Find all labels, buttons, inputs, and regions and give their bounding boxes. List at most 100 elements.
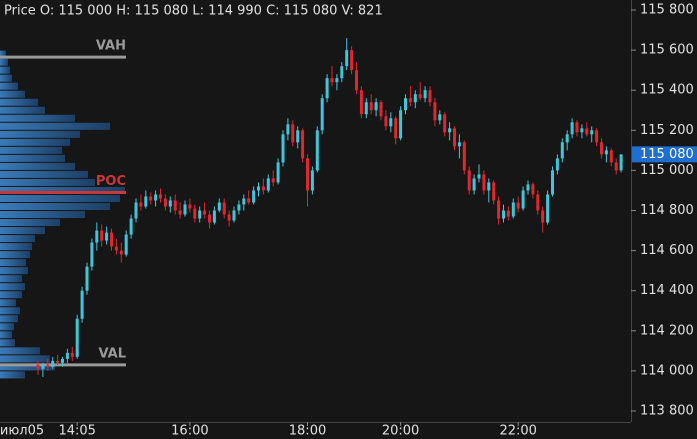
candle-body (521, 190, 525, 209)
candle-body (124, 234, 128, 255)
candle-body (291, 124, 295, 143)
profile-bar (0, 138, 70, 146)
candle-body (41, 364, 45, 369)
candle-body (188, 204, 192, 209)
candle-body (516, 202, 520, 209)
ohlc-header: Price O: 115 000 H: 115 080 L: 114 990 C… (4, 4, 383, 19)
candle-body (369, 102, 373, 111)
candle-body (252, 190, 256, 203)
candle-body (139, 202, 143, 207)
level-label: VAH (96, 39, 126, 54)
candle-body (183, 204, 187, 215)
candle-body (154, 194, 158, 201)
profile-bar (0, 299, 16, 307)
candle-body (271, 178, 275, 183)
profile-bar (0, 74, 12, 82)
candle-body (374, 102, 378, 111)
x-tick-label: 14:05 (58, 424, 95, 439)
candle-body (565, 134, 569, 143)
candle-body (144, 196, 148, 207)
candle-body (619, 154, 623, 171)
profile-bar (0, 66, 10, 74)
level-label: VAL (98, 346, 126, 361)
profile-bar (0, 90, 25, 98)
candle-body (46, 364, 50, 367)
candle-body (325, 78, 329, 99)
candle-body (345, 50, 349, 67)
profile-bar (0, 50, 6, 58)
profile-bar (0, 315, 18, 323)
candle-body (379, 102, 383, 117)
candle-body (296, 130, 300, 143)
candle-body (585, 128, 589, 135)
profile-bar (0, 339, 15, 347)
profile-bar (0, 227, 45, 235)
candle-body (492, 182, 496, 201)
candle-body (462, 142, 466, 171)
x-tick-label: 16:00 (171, 424, 208, 439)
candle-body (173, 200, 177, 211)
profile-bar (0, 243, 32, 251)
candle-body (546, 194, 550, 223)
candle-body (315, 130, 319, 171)
candle-body (511, 202, 515, 217)
candle-body (320, 98, 324, 131)
profile-bar (0, 363, 55, 371)
candle-body (149, 196, 153, 201)
candle-body (487, 182, 491, 191)
candle-body (551, 170, 554, 195)
profile-bar (0, 219, 60, 227)
candle-body (595, 130, 599, 143)
profile-bar (0, 154, 65, 162)
candle-body (453, 128, 456, 147)
candle-body (335, 78, 339, 83)
candle-body (208, 214, 211, 223)
candle-body (301, 130, 305, 159)
candle-body (70, 352, 74, 357)
candle-body (364, 102, 368, 115)
profile-bar (0, 331, 12, 339)
y-tick-label: 114 400 (640, 283, 694, 298)
candle-body (247, 198, 251, 203)
x-tick-label: 18:00 (289, 424, 326, 439)
profile-bar (0, 355, 50, 363)
profile-bar (0, 202, 110, 210)
candle-body (198, 210, 202, 219)
date-label: июл05 (0, 424, 44, 439)
candle-body (477, 174, 481, 179)
candle-body (531, 184, 535, 195)
candle-body (359, 90, 363, 115)
profile-bar (0, 186, 125, 194)
candle-body (90, 242, 94, 267)
candle-body (193, 208, 197, 219)
candle-body (203, 210, 207, 215)
profile-bar (0, 130, 80, 138)
candle-body (85, 266, 89, 291)
candle-body (526, 184, 530, 191)
candle-body (580, 128, 584, 133)
profile-bar (0, 323, 14, 331)
candle-body (560, 142, 564, 159)
candle-body (310, 170, 314, 191)
candle-body (212, 210, 216, 223)
profile-bar (0, 82, 18, 90)
profile-bar (0, 98, 38, 106)
candle-body (418, 94, 422, 99)
candle-body (438, 114, 442, 121)
candle-body (404, 98, 407, 111)
profile-bar (0, 347, 40, 355)
candle-body (178, 210, 182, 215)
candle-body (536, 194, 540, 211)
candle-body (163, 198, 167, 207)
candle-body (105, 232, 109, 241)
candle-body (159, 194, 162, 199)
y-tick-label: 114 200 (640, 323, 694, 338)
candle-body (276, 162, 280, 183)
profile-bar (0, 106, 45, 114)
profile-bar (0, 235, 35, 243)
candle-body (399, 110, 403, 139)
candle-body (497, 200, 501, 219)
candle-body (355, 70, 358, 91)
y-tick-label: 115 800 (640, 3, 694, 18)
